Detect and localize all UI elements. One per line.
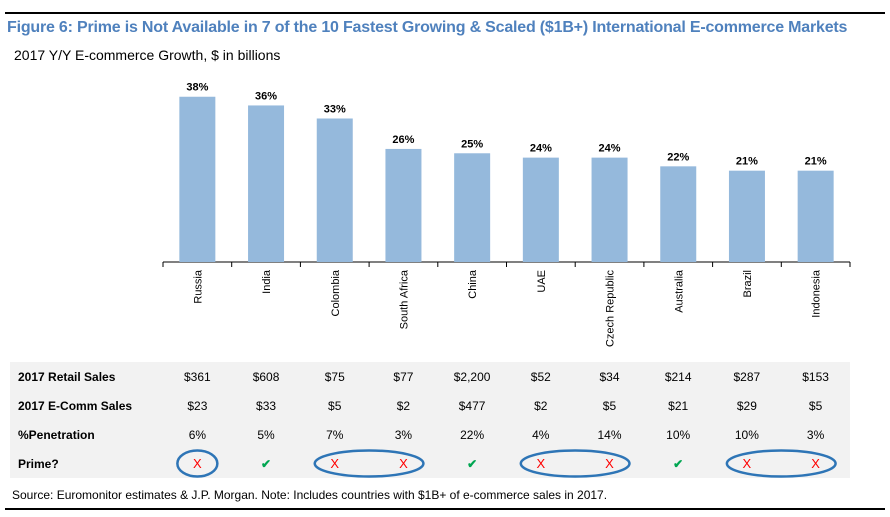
table-row: %Penetration 6% 5% 7% 3% 22% 4% 14% 10% 10% 3%: [10, 420, 850, 449]
table-row: 2017 E-Comm Sales $23 $33 $5 $2 $477 $2 $5 $21 $2…: [10, 391, 850, 420]
table-cell: 3%: [394, 427, 413, 442]
table-cell: $34: [599, 369, 620, 384]
prime-available-cell: ✔: [644, 449, 713, 478]
row-label: Prime?: [18, 456, 59, 471]
bar: [522, 157, 559, 262]
data-label: 24%: [530, 143, 552, 155]
table-cell: $5: [602, 398, 617, 413]
table-cell: 5%: [257, 427, 275, 442]
prime-unavailable-cell: X: [163, 449, 232, 478]
table-cell: 6%: [188, 427, 207, 442]
prime-unavailable-cell: X: [575, 449, 644, 478]
row-label: 2017 E-Comm Sales: [18, 398, 133, 413]
x-tick-label: Colombia: [330, 269, 342, 316]
prime-unavailable-cell: X: [369, 449, 438, 478]
bar: [660, 166, 697, 262]
x-icon: X: [193, 456, 202, 471]
x-tick-label: Russia: [192, 269, 204, 304]
bar: [591, 157, 628, 262]
data-label: 33%: [324, 103, 346, 115]
x-tick-label: Indonesia: [811, 269, 823, 318]
check-icon: ✔: [467, 456, 478, 471]
bottom-rule: [5, 508, 885, 510]
table-cell: 10%: [734, 427, 759, 442]
table-cell: $29: [736, 398, 757, 413]
table-cell: $52: [530, 369, 551, 384]
prime-unavailable-cell: X: [713, 449, 782, 478]
prime-available-cell: ✔: [438, 449, 507, 478]
top-rule: [5, 12, 885, 14]
table-cell: $361: [184, 369, 211, 384]
prime-available-cell: ✔: [232, 449, 301, 478]
prime-unavailable-cell: X: [506, 449, 575, 478]
x-icon: X: [605, 456, 614, 471]
x-icon: X: [330, 456, 340, 471]
figure-subtitle: 2017 Y/Y E-commerce Growth, $ in billion…: [14, 47, 281, 63]
table-cell: $5: [328, 398, 342, 413]
data-label: 21%: [736, 156, 758, 168]
x-tick-label: Czech Republic: [605, 270, 617, 348]
table-cell: $5: [808, 398, 823, 413]
x-tick-label: South Africa: [398, 269, 410, 329]
x-tick-label: Brazil: [742, 270, 754, 298]
row-label: 2017 Retail Sales: [18, 369, 116, 384]
x-tick-label: India: [261, 269, 273, 294]
bar: [797, 170, 834, 262]
table-cell: 10%: [666, 427, 691, 442]
table-cell: $287: [733, 369, 761, 384]
table-cell: $2: [534, 398, 548, 413]
source-note: Source: Euromonitor estimates & J.P. Mor…: [12, 488, 608, 502]
x-tick-label: UAE: [536, 270, 548, 293]
data-table: 2017 Retail Sales $361 $608 $75 $77 $2,200 $52…: [10, 362, 850, 478]
data-label: 21%: [805, 156, 827, 168]
x-icon: X: [811, 456, 820, 471]
figure-title: Figure 6: Prime is Not Available in 7 of…: [7, 19, 848, 36]
table-cell: 4%: [532, 427, 550, 442]
table-cell: $2: [396, 398, 411, 413]
data-label: 22%: [667, 151, 689, 163]
data-label: 38%: [186, 82, 208, 94]
x-icon: X: [399, 456, 408, 471]
table-cell: $608: [252, 369, 280, 384]
bar: [316, 118, 353, 262]
prime-unavailable-cell: X: [781, 449, 850, 478]
table-cell: $77: [393, 369, 414, 384]
data-label: 36%: [255, 90, 277, 102]
bar: [385, 148, 422, 262]
table-cell: $33: [256, 398, 277, 413]
x-icon: X: [742, 456, 752, 471]
x-tick-label: China: [467, 269, 479, 299]
check-icon: ✔: [673, 456, 684, 471]
check-icon: ✔: [261, 456, 272, 471]
bar: [454, 153, 491, 262]
table-cell: 7%: [326, 427, 344, 442]
prime-unavailable-cell: X: [300, 449, 369, 478]
table-cell: $2,200: [453, 369, 491, 384]
table-cell: $75: [324, 369, 345, 384]
table-cell: $477: [458, 398, 486, 413]
table-cell: 14%: [597, 427, 622, 442]
prime-row: Prime? X ✔ X X ✔ X X ✔ X X: [10, 449, 850, 478]
data-label: 24%: [599, 143, 621, 155]
table-row: 2017 Retail Sales $361 $608 $75 $77 $2,200 $52…: [10, 362, 850, 391]
bar: [728, 170, 765, 262]
x-icon: X: [536, 456, 546, 471]
table-cell: $23: [187, 398, 208, 413]
table-cell: 3%: [806, 427, 825, 442]
bar: [248, 105, 285, 262]
bar: [179, 96, 216, 262]
table-cell: 22%: [460, 427, 485, 442]
table-cell: $21: [668, 398, 689, 413]
table-cell: $214: [664, 369, 692, 384]
x-tick-label: Australia: [673, 269, 685, 313]
table-cell: $153: [802, 369, 829, 384]
row-label: %Penetration: [18, 427, 95, 442]
data-label: 26%: [392, 134, 414, 146]
bar-chart: 38% Russia 36% India 33% Colombia 26% South Afr…: [162, 82, 851, 348]
data-label: 25%: [461, 138, 483, 150]
